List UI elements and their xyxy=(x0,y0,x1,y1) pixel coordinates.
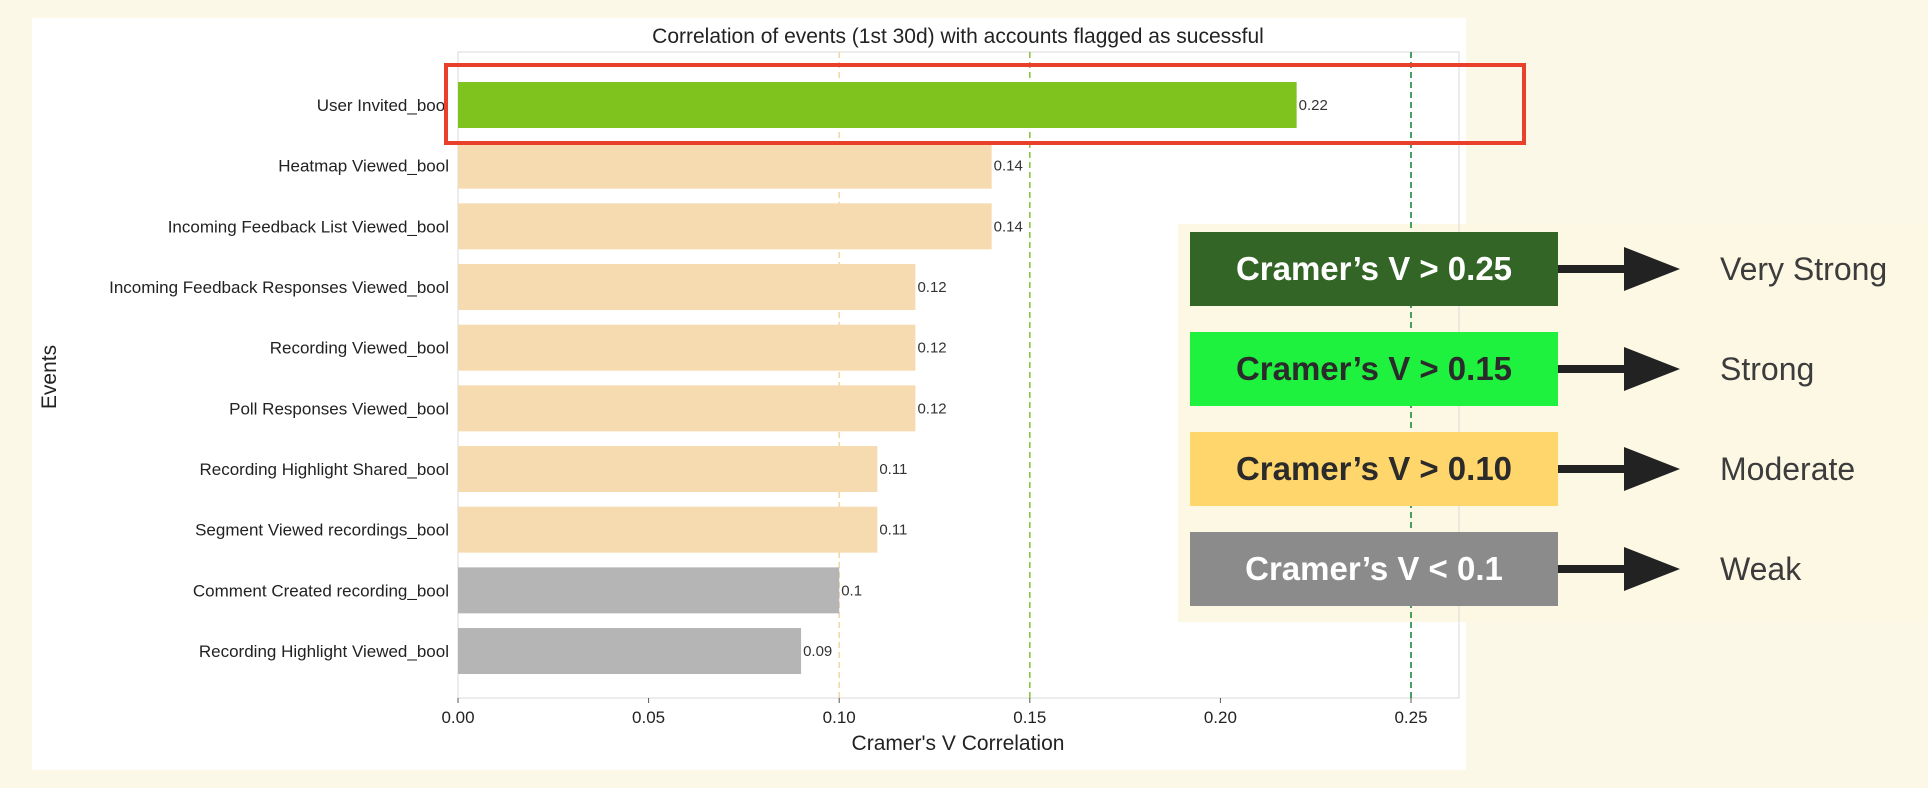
bar-value-label: 0.12 xyxy=(917,279,946,296)
legend-arrow-icon xyxy=(1558,247,1680,291)
legend-very-strong-description: Very Strong xyxy=(1720,251,1888,287)
bar-value-label: 0.22 xyxy=(1299,97,1328,114)
bar-value-label: 0.11 xyxy=(879,461,907,478)
category-label: Recording Highlight Shared_bool xyxy=(200,460,450,479)
bar xyxy=(458,628,802,675)
legend-weak-description: Weak xyxy=(1720,551,1802,587)
bar xyxy=(458,203,992,250)
legend-moderate-label: Cramer’s V > 0.10 xyxy=(1190,432,1558,506)
category-label: Recording Highlight Viewed_bool xyxy=(199,642,449,661)
x-tick-label: 0.00 xyxy=(441,708,474,727)
x-tick-label: 0.20 xyxy=(1204,708,1237,727)
bar xyxy=(458,264,916,311)
category-label: Heatmap Viewed_bool xyxy=(278,157,449,176)
bar xyxy=(458,567,840,614)
legend-arrow-icon xyxy=(1558,547,1680,591)
x-tick-label: 0.05 xyxy=(632,708,665,727)
x-tick-label: 0.15 xyxy=(1013,708,1046,727)
category-label: Incoming Feedback Responses Viewed_bool xyxy=(109,278,449,297)
category-label: Recording Viewed_bool xyxy=(270,339,449,358)
bar-value-label: 0.11 xyxy=(879,522,907,539)
bar xyxy=(458,506,878,553)
bar-value-label: 0.12 xyxy=(917,340,946,357)
bar-value-label: 0.1 xyxy=(841,582,862,599)
x-axis-label: Cramer's V Correlation xyxy=(852,732,1065,755)
x-tick-label: 0.25 xyxy=(1394,708,1427,727)
legend-strong-label: Cramer’s V > 0.15 xyxy=(1190,332,1558,406)
category-label: Poll Responses Viewed_bool xyxy=(229,399,449,418)
category-label: Segment Viewed recordings_bool xyxy=(195,521,449,540)
bar xyxy=(458,385,916,432)
bar xyxy=(458,142,992,189)
bar-value-label: 0.14 xyxy=(994,158,1023,175)
y-axis-label: Events xyxy=(38,345,61,409)
legend-arrow-icon xyxy=(1558,347,1680,391)
bar xyxy=(458,324,916,371)
bar xyxy=(458,82,1297,128)
category-label: Comment Created recording_bool xyxy=(193,581,449,600)
category-label: User Invited_bool xyxy=(317,96,449,115)
highlight-box xyxy=(444,63,1526,145)
bar-value-label: 0.14 xyxy=(994,218,1023,235)
bar xyxy=(458,446,878,493)
legend-very-strong-label: Cramer’s V > 0.25 xyxy=(1190,232,1558,306)
legend-strong-description: Strong xyxy=(1720,351,1815,387)
bar-value-label: 0.09 xyxy=(803,643,832,660)
legend-arrow-icon xyxy=(1558,447,1680,491)
x-tick-label: 0.10 xyxy=(823,708,856,727)
bar-value-label: 0.12 xyxy=(917,400,946,417)
category-label: Incoming Feedback List Viewed_bool xyxy=(168,217,449,236)
legend-moderate-description: Moderate xyxy=(1720,451,1856,487)
legend-weak-label: Cramer’s V < 0.1 xyxy=(1190,532,1558,606)
chart-title: Correlation of events (1st 30d) with acc… xyxy=(652,25,1264,48)
